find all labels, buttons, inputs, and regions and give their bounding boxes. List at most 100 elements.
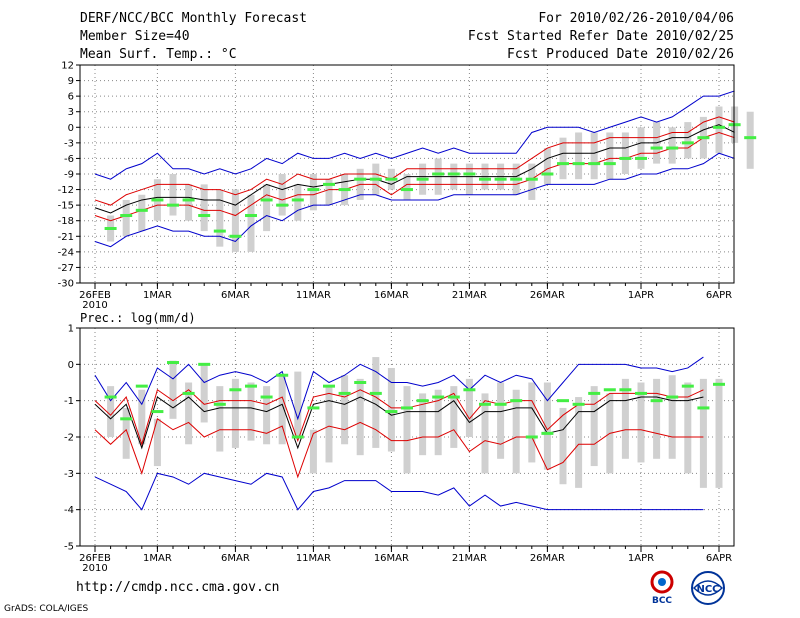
x-tick-label: 11MAR	[296, 290, 331, 301]
ensemble-marker	[229, 388, 242, 392]
forecast-range-label: For 2010/02/26-2010/04/06	[538, 11, 734, 26]
ensemble-marker	[307, 406, 320, 410]
ensemble-marker	[447, 172, 460, 176]
ensemble-marker	[198, 214, 211, 218]
ensemble-marker	[354, 381, 367, 384]
spread-box	[637, 127, 645, 169]
spread-box	[403, 174, 411, 200]
year-label: 2010	[82, 300, 107, 311]
ensemble-marker	[572, 402, 585, 406]
spread-box	[200, 184, 208, 232]
ensemble-marker	[463, 172, 476, 176]
precipitation-panel: 1 0 -1 -2 -3 -4 -5 26FEB 1MAR 6MAR 11MAR 16MAR 21MAR…	[64, 324, 735, 574]
spread-box	[263, 184, 271, 232]
precipitation-variable-label: Prec.: log(mm/d)	[80, 311, 196, 325]
spread-box	[325, 386, 333, 463]
ensemble-mean-line	[94, 396, 704, 450]
spread-box	[294, 371, 302, 437]
y-tick-label: 1	[68, 324, 74, 335]
ensemble-marker	[401, 406, 413, 410]
ensemble-marker	[494, 177, 507, 181]
ensemble-marker	[557, 399, 569, 403]
ensemble-marker	[120, 417, 133, 421]
ensemble-marker	[697, 136, 710, 140]
ensemble-marker	[510, 177, 523, 181]
spread-box	[153, 418, 161, 467]
spread-box	[575, 132, 583, 180]
ensemble-marker	[619, 388, 632, 392]
spread-box	[528, 163, 536, 200]
ensemble-marker	[260, 395, 273, 399]
upper-spread-line	[94, 116, 735, 206]
ensemble-mean-line	[94, 124, 735, 214]
ensemble-marker	[245, 214, 257, 218]
ensemble-marker	[510, 399, 523, 403]
ensemble-marker	[479, 177, 491, 181]
forecast-started-label: Fcst Started Refer Date 2010/02/25	[467, 29, 734, 44]
spread-box	[216, 189, 224, 247]
x-tick-label: 6MAR	[221, 553, 250, 564]
ensemble-marker	[603, 162, 616, 166]
y-tick-label: 12	[61, 61, 74, 72]
x-tick-label: 1MAR	[143, 290, 172, 301]
ensemble-marker	[463, 388, 476, 392]
ensemble-marker	[588, 162, 601, 166]
y-tick-label: 0	[68, 360, 74, 371]
ensemble-marker	[213, 229, 226, 233]
spread-box	[653, 378, 661, 459]
x-tick-label: 21MAR	[452, 290, 487, 301]
ensemble-marker	[385, 177, 398, 181]
x-tick-label: 1APR	[628, 290, 654, 301]
ensemble-marker	[120, 214, 133, 218]
spread-box	[637, 382, 645, 463]
ensemble-marker	[104, 395, 117, 399]
y-tick-label: -2	[64, 433, 74, 444]
ensemble-marker	[681, 384, 694, 388]
ensemble-marker	[198, 362, 211, 366]
spread-box	[465, 163, 473, 195]
ensemble-marker	[182, 391, 195, 395]
x-tick-label: 1APR	[628, 553, 654, 564]
ensemble-marker	[307, 188, 320, 192]
ensemble-marker	[525, 435, 538, 439]
ensemble-marker	[432, 172, 445, 176]
ensemble-marker	[541, 431, 554, 435]
spread-box	[621, 378, 629, 459]
spread-box	[231, 189, 239, 252]
spread-box	[590, 132, 598, 180]
x-tick-label: 6APR	[706, 290, 732, 301]
spread-box	[746, 111, 754, 169]
spread-box	[715, 106, 723, 154]
ensemble-marker	[260, 198, 273, 202]
ensemble-marker	[229, 234, 242, 238]
y-tick-label: 9	[68, 76, 74, 87]
spread-box	[247, 382, 255, 441]
y-tick-label: -3	[64, 138, 74, 149]
spread-box	[450, 386, 458, 448]
x-tick-label: 16MAR	[374, 290, 409, 301]
ensemble-marker	[401, 188, 413, 192]
spread-box	[606, 132, 614, 180]
spread-box	[434, 389, 442, 456]
min-envelope-line	[94, 472, 704, 511]
ensemble-marker	[135, 384, 148, 388]
y-tick-label: -4	[64, 505, 74, 516]
spread-box	[543, 148, 551, 185]
spread-box	[668, 127, 676, 164]
x-tick-label: 21MAR	[452, 553, 487, 564]
ensemble-marker	[650, 146, 663, 150]
spread-box	[231, 378, 239, 448]
ensemble-marker	[713, 382, 725, 386]
spread-box	[138, 389, 146, 445]
spread-box	[294, 184, 302, 221]
ensemble-marker	[635, 156, 647, 160]
y-tick-label: 6	[68, 92, 74, 103]
y-tick-label: -30	[58, 279, 74, 290]
grads-credit: GrADS: COLA/IGES	[4, 604, 89, 614]
spread-box	[278, 375, 286, 445]
y-tick-label: -6	[64, 154, 74, 165]
upper-spread-line	[94, 388, 704, 446]
spread-box	[668, 375, 676, 459]
year-label: 2010	[82, 563, 107, 574]
